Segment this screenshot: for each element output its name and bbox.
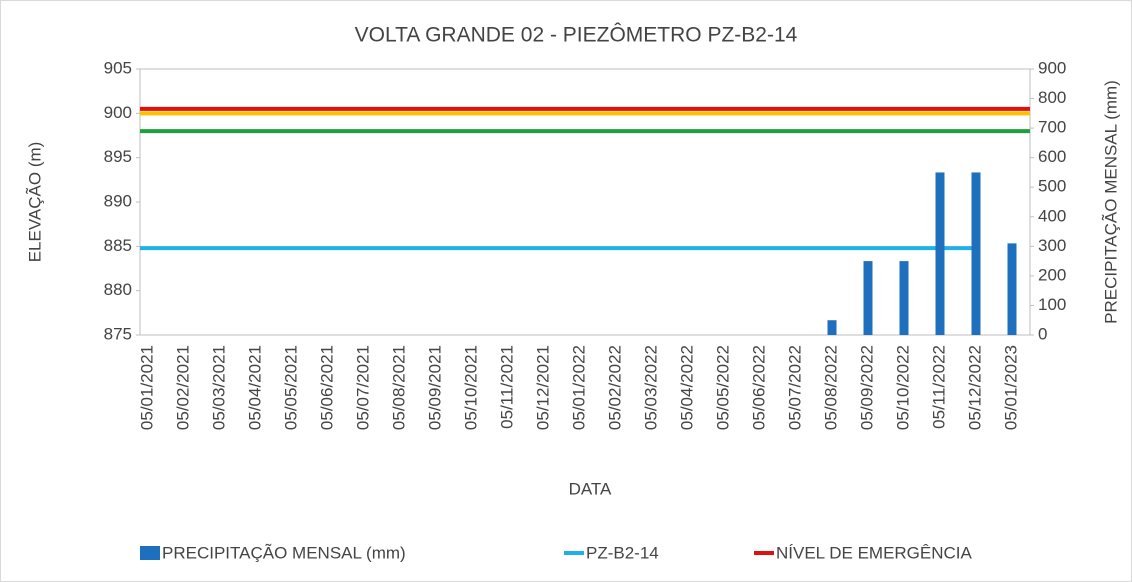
x-tick-label: 05/12/2021 [533, 345, 552, 430]
x-tick-label: 05/03/2022 [641, 345, 660, 430]
x-tick-label: 05/01/2022 [569, 345, 588, 430]
x-tick-label: 05/08/2021 [389, 345, 408, 430]
y2-tick-label: 200 [1038, 265, 1066, 284]
legend-label: PRECIPITAÇÃO MENSAL (mm) [162, 543, 406, 562]
x-tick-label: 05/09/2021 [425, 345, 444, 430]
y2-tick-label: 300 [1038, 236, 1066, 255]
y-tick-label: 885 [104, 236, 132, 255]
y2-tick-label: 900 [1038, 58, 1066, 77]
bar [935, 172, 945, 335]
y-tick-label: 905 [104, 58, 132, 77]
x-tick-label: 05/02/2021 [173, 345, 192, 430]
x-axis-title: DATA [569, 479, 612, 498]
y-tick-label: 895 [104, 147, 132, 166]
x-tick-label: 05/02/2022 [605, 345, 624, 430]
x-tick-label: 05/12/2022 [965, 345, 984, 430]
x-tick-label: 05/05/2021 [281, 345, 300, 430]
x-tick-label: 05/11/2022 [929, 345, 948, 429]
x-tick-label: 05/04/2021 [245, 345, 264, 430]
x-tick-label: 05/08/2022 [821, 345, 840, 430]
chart-title: VOLTA GRANDE 02 - PIEZÔMETRO PZ-B2-14 [355, 24, 798, 47]
bar [899, 261, 909, 335]
x-tick-label: 05/10/2022 [893, 345, 912, 430]
x-tick-label: 05/07/2021 [353, 345, 372, 430]
legend-label: PZ-B2-14 [586, 543, 659, 562]
x-tick-label: 05/10/2021 [461, 345, 480, 430]
x-tick-label: 05/07/2022 [785, 345, 804, 430]
y-tick-label: 875 [104, 324, 132, 343]
bar [971, 172, 981, 335]
bar [827, 320, 837, 335]
x-tick-label: 05/09/2022 [857, 345, 876, 430]
x-tick-label: 05/11/2021 [497, 345, 516, 429]
x-tick-label: 05/05/2022 [713, 345, 732, 430]
y-tick-label: 890 [104, 191, 132, 210]
x-tick-label: 05/04/2022 [677, 345, 696, 430]
x-tick-label: 05/03/2021 [209, 345, 228, 430]
y2-tick-label: 500 [1038, 177, 1066, 196]
x-tick-label: 05/06/2022 [749, 345, 768, 430]
y2-tick-label: 400 [1038, 206, 1066, 225]
y2-tick-label: 100 [1038, 295, 1066, 314]
x-tick-label: 05/01/2023 [1001, 345, 1020, 430]
legend-label: NÍVEL DE EMERGÊNCIA [776, 543, 973, 562]
y2-tick-label: 800 [1038, 88, 1066, 107]
bar [1007, 243, 1017, 335]
y2-tick-label: 600 [1038, 147, 1066, 166]
y2-axis-title: PRECIPITAÇÃO MENSAL (mm) [1101, 80, 1120, 324]
x-tick-label: 05/01/2021 [137, 345, 156, 430]
bar [863, 261, 873, 335]
y-tick-label: 880 [104, 280, 132, 299]
y2-tick-label: 0 [1038, 324, 1047, 343]
legend-swatch [140, 546, 160, 560]
y2-tick-label: 700 [1038, 118, 1066, 137]
x-tick-label: 05/06/2021 [317, 345, 336, 430]
y-tick-label: 900 [104, 103, 132, 122]
y-axis-title: ELEVAÇÃO (m) [25, 142, 44, 263]
